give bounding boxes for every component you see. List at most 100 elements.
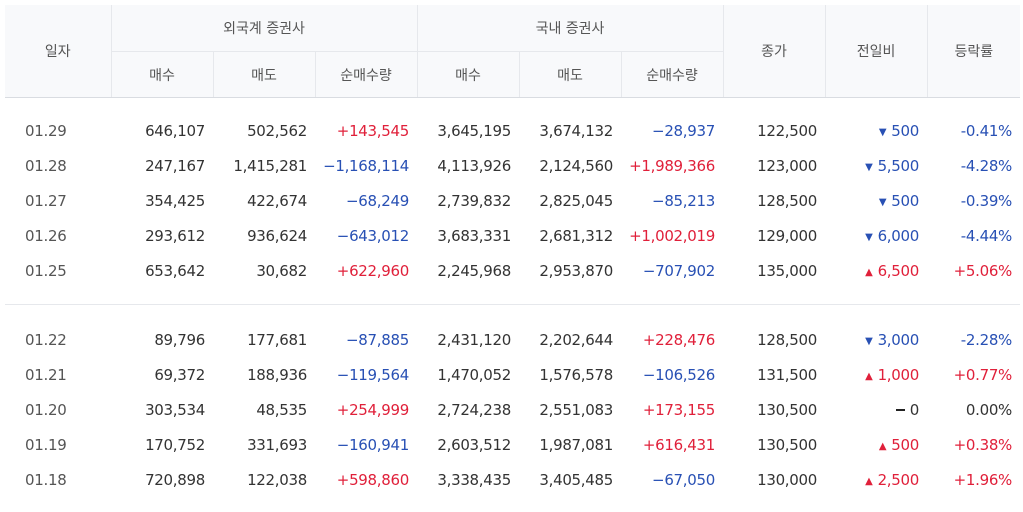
foreign-net-cell: −119,564 [336,365,410,384]
foreign-buy-cell: 293,612 [145,226,205,245]
table-row: 01.26 293,612 936,624 −643,012 3,683,331 2,68… [5,218,1020,253]
date-cell: 01.25 [25,261,67,280]
date-cell: 01.21 [25,365,67,384]
date-cell: 01.22 [25,330,67,349]
header-domestic-sell: 매도 [518,51,621,98]
table-row: 01.29 646,107 502,562 +143,545 3,645,195 3,67… [5,113,1020,148]
foreign-buy-cell: 89,796 [154,330,205,349]
table-row: 01.21 69,372 188,936 −119,564 1,470,052 1,576… [5,357,1020,392]
foreign-net-cell: +254,999 [336,400,410,419]
change-rate-cell: +0.38% [953,435,1013,454]
domestic-buy-cell: 2,603,512 [437,435,511,454]
change-cell: ▼ 500 [825,183,927,218]
header-foreign-buy: 매수 [110,51,213,98]
domestic-sell-cell: 2,124,560 [539,156,613,175]
change-cell: ▲ 500 [825,427,927,462]
date-cell: 01.18 [25,470,67,489]
dash-icon [895,408,905,411]
domestic-buy-cell: 2,245,968 [437,261,511,280]
domestic-buy-cell: 4,113,926 [437,156,511,175]
triangle-down-icon: ▼ [865,335,873,347]
header-foreign-net: 순매수량 [314,51,417,98]
foreign-sell-cell: 48,535 [256,400,307,419]
change-cell: ▼ 6,000 [825,218,927,253]
foreign-net-cell: −643,012 [336,226,410,245]
domestic-net-cell: −707,902 [642,261,716,280]
domestic-net-cell: +173,155 [642,400,716,419]
foreign-sell-cell: 331,693 [247,435,307,454]
table-row: 01.28 247,167 1,415,281 −1,168,114 4,113,926… [5,148,1020,183]
domestic-net-cell: +228,476 [642,330,716,349]
close-price-cell: 130,500 [757,400,818,419]
triangle-up-icon: ▲ [878,440,887,452]
change-cell: ▼ 3,000 [825,322,927,357]
table-body: 01.29 646,107 502,562 +143,545 3,645,195 3,67… [5,98,1021,498]
foreign-buy-cell: 170,752 [145,435,205,454]
change-value: 6,500 [877,261,920,280]
header-rate: 등락률 [926,5,1021,98]
foreign-buy-cell: 247,167 [145,156,205,175]
domestic-net-cell: −28,937 [652,121,716,140]
change-value: 6,000 [877,226,920,245]
table-row: 01.20 303,534 48,535 +254,999 2,724,238 2,551… [5,392,1020,427]
date-cell: 01.19 [25,435,67,454]
foreign-net-cell: −87,885 [346,330,409,349]
header-foreign-sell: 매도 [212,51,315,98]
change-rate-cell: -4.44% [960,226,1013,245]
table-row: 01.25 653,642 30,682 +622,960 2,245,968 2,953… [5,253,1020,288]
foreign-sell-cell: 188,936 [247,365,307,384]
table-row: 01.18 720,898 122,038 +598,860 3,338,435 3,40… [5,462,1020,497]
header-domestic-net: 순매수량 [620,51,724,98]
foreign-buy-cell: 303,534 [145,400,205,419]
change-cell: 0 [825,392,927,427]
close-price-cell: 130,000 [757,470,818,489]
close-price-cell: 130,500 [757,435,818,454]
foreign-buy-cell: 69,372 [154,365,205,384]
close-price-cell: 122,500 [757,121,818,140]
change-cell: ▼ 500 [825,113,927,148]
change-value: 500 [891,191,920,210]
change-value: 5,500 [877,156,920,175]
change-rate-cell: -0.41% [960,121,1013,140]
domestic-sell-cell: 3,674,132 [539,121,613,140]
table-row: 01.19 170,752 331,693 −160,941 2,603,512 1,98… [5,427,1020,462]
header-domestic-buy: 매수 [416,51,519,98]
change-rate-cell: +5.06% [953,261,1013,280]
table-row: 01.22 89,796 177,681 −87,885 2,431,120 2,202,… [5,322,1020,357]
domestic-sell-cell: 2,681,312 [539,226,613,245]
foreign-net-cell: −68,249 [346,191,409,210]
change-value: 1,000 [877,365,920,384]
header-change: 전일비 [824,5,928,98]
foreign-net-cell: −1,168,114 [323,156,409,175]
change-value: 0 [909,400,920,419]
foreign-sell-cell: 1,415,281 [233,156,307,175]
foreign-sell-cell: 936,624 [247,226,307,245]
change-value: 3,000 [877,330,920,349]
header-domestic-brokers: 국내 증권사 [416,5,724,52]
foreign-buy-cell: 646,107 [145,121,205,140]
group-spacer [5,98,1020,114]
broker-trading-table: 일자 외국계 증권사 국내 증권사 종가 전일비 등락률 매수 매도 순매수량 … [5,5,1021,498]
domestic-buy-cell: 3,683,331 [437,226,511,245]
foreign-sell-cell: 30,682 [256,261,307,280]
change-rate-cell: 0.00% [965,400,1013,419]
domestic-net-cell: +1,989,366 [629,156,716,175]
change-rate-cell: +0.77% [953,365,1013,384]
domestic-sell-cell: 2,825,045 [539,191,613,210]
domestic-sell-cell: 3,405,485 [539,470,613,489]
domestic-sell-cell: 1,987,081 [539,435,613,454]
domestic-net-cell: +616,431 [642,435,716,454]
change-value: 2,500 [877,470,920,489]
date-cell: 01.27 [25,191,67,210]
domestic-net-cell: −85,213 [652,191,716,210]
domestic-net-cell: −67,050 [652,470,716,489]
domestic-buy-cell: 3,338,435 [437,470,511,489]
date-cell: 01.28 [25,156,67,175]
close-price-cell: 135,000 [757,261,818,280]
domestic-sell-cell: 1,576,578 [539,365,613,384]
triangle-up-icon: ▲ [865,370,873,382]
change-rate-cell: -0.39% [960,191,1013,210]
domestic-sell-cell: 2,551,083 [539,400,613,419]
foreign-buy-cell: 720,898 [145,470,205,489]
